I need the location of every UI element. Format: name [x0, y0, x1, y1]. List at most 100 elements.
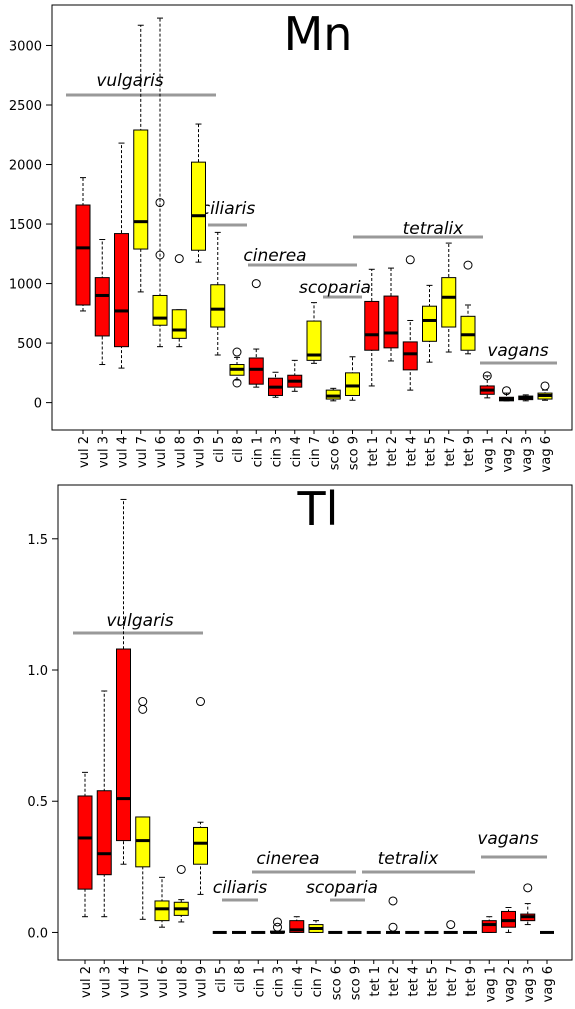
x-tick-label: sco 9 [347, 436, 362, 470]
box [96, 790, 112, 876]
x-tick-label: cil 5 [212, 436, 227, 463]
box [114, 233, 129, 348]
x-tick-label: vul 2 [79, 966, 94, 998]
x-tick-label: tet 2 [387, 966, 402, 997]
outlier [405, 255, 415, 265]
y-tick-label: 1.5 [27, 533, 48, 548]
group-label: scoparia [299, 278, 371, 298]
x-tick-label: tet 5 [426, 966, 441, 997]
group-label: ciliaris [213, 878, 268, 898]
box [441, 277, 457, 328]
group-label: ciliaris [201, 199, 256, 219]
y-tick-label: 1500 [9, 218, 42, 233]
outlier [138, 704, 148, 714]
x-tick-label: vul 4 [116, 436, 131, 468]
y-tick-label: 0.0 [27, 926, 48, 941]
outlier [482, 371, 492, 381]
outlier [502, 386, 511, 396]
box [481, 920, 497, 933]
box [248, 357, 264, 385]
chart-title: Tl [297, 482, 339, 536]
x-tick-label: tet 9 [462, 436, 477, 467]
x-tick-label: vul 3 [98, 966, 113, 998]
plot-frame [51, 4, 573, 431]
x-tick-label: vul 7 [137, 966, 152, 998]
group-label: cinerea [243, 246, 306, 266]
box [152, 294, 168, 326]
box [402, 341, 418, 371]
x-tick-label: tet 2 [385, 436, 400, 467]
x-tick-label: tet 1 [366, 436, 381, 467]
x-tick-label: vag 3 [520, 436, 535, 472]
box [94, 277, 110, 337]
box [345, 372, 360, 396]
outlier [251, 279, 261, 289]
x-tick-label: cin 4 [289, 436, 304, 467]
outlier [388, 922, 398, 932]
group-label: scoparia [306, 878, 378, 898]
outlier [138, 697, 148, 707]
x-tick-label: vul 2 [77, 436, 92, 468]
group-label: vagans [477, 829, 538, 849]
outlier [540, 381, 550, 391]
y-tick-label: 2500 [9, 99, 42, 114]
box [191, 161, 206, 251]
x-tick-label: vag 3 [522, 966, 537, 1002]
x-tick-label: cil 8 [231, 436, 246, 463]
outlier [273, 917, 282, 927]
x-tick-label: cin 1 [252, 966, 267, 997]
x-tick-label: vul 6 [154, 436, 169, 468]
y-tick-label: 1.0 [27, 664, 48, 679]
x-tick-label: sco 6 [327, 436, 342, 470]
box [193, 826, 208, 865]
outlier [232, 378, 242, 388]
outlier [155, 250, 165, 260]
x-tick-label: cin 1 [250, 436, 265, 467]
group-label: tetralix [403, 219, 465, 239]
outlier [232, 347, 242, 357]
x-tick-label: cin 4 [291, 966, 306, 997]
y-tick-label: 2000 [9, 159, 42, 174]
group-label: tetralix [378, 849, 440, 869]
x-tick-label: vag 2 [501, 436, 516, 472]
outlier [196, 697, 205, 707]
y-tick-label: 0.5 [27, 795, 48, 810]
box [306, 320, 322, 361]
group-label: cinerea [256, 849, 319, 869]
group-label: vulgaris [106, 611, 173, 631]
x-tick-label: vag 1 [481, 436, 496, 472]
y-tick-label: 500 [17, 337, 42, 352]
box [77, 795, 93, 890]
y-tick-label: 3000 [9, 39, 42, 54]
x-tick-label: cil 5 [214, 966, 229, 993]
x-tick-label: vul 8 [173, 436, 188, 468]
x-tick-label: vag 1 [483, 966, 498, 1002]
x-tick-label: tet 7 [445, 966, 460, 997]
outlier [273, 922, 282, 932]
x-tick-label: vul 9 [193, 436, 208, 468]
x-tick-label: cin 7 [308, 436, 323, 467]
x-tick-label: tet 4 [404, 436, 419, 467]
x-tick-label: tet 5 [424, 436, 439, 467]
box [133, 129, 149, 250]
x-tick-label: vag 6 [541, 966, 556, 1002]
box [154, 900, 170, 922]
chart-title: Mn [284, 7, 353, 61]
outlier [446, 920, 456, 930]
outlier [388, 896, 398, 906]
box [171, 309, 187, 339]
x-tick-label: cil 8 [233, 966, 248, 993]
x-tick-label: tet 7 [443, 436, 458, 467]
plot-frame [57, 484, 573, 961]
x-tick-label: cin 3 [272, 966, 287, 997]
box [422, 305, 437, 342]
y-tick-label: 1000 [9, 278, 42, 293]
outlier [523, 883, 533, 893]
box [364, 300, 380, 351]
x-tick-label: cin 7 [310, 966, 325, 997]
box [383, 295, 399, 349]
outlier [176, 864, 186, 874]
x-tick-label: vul 7 [135, 436, 150, 468]
x-tick-label: vul 3 [96, 436, 111, 468]
